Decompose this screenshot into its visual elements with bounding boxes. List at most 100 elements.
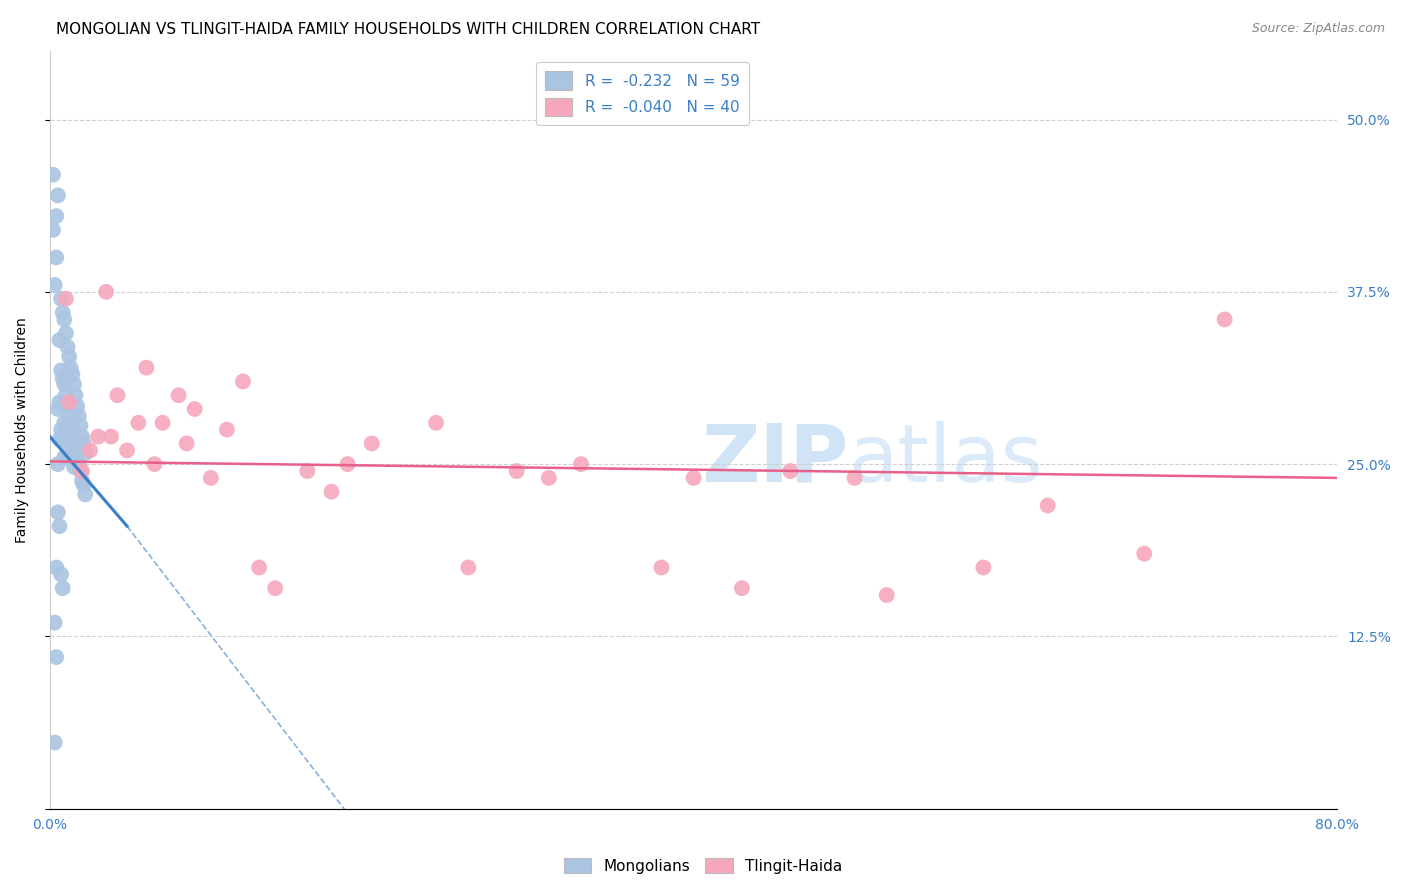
Point [70, 474, 93, 488]
Point [87, 429, 110, 443]
Legend: Mongolians, Tlingit-Haida: Mongolians, Tlingit-Haida [558, 852, 848, 880]
Text: MONGOLIAN VS TLINGIT-HAIDA FAMILY HOUSEHOLDS WITH CHILDREN CORRELATION CHART: MONGOLIAN VS TLINGIT-HAIDA FAMILY HOUSEH… [56, 22, 761, 37]
Point [107, 388, 129, 402]
Point [60, 368, 83, 382]
Point [247, 560, 270, 574]
Point [45, 560, 67, 574]
Point [70, 464, 93, 478]
Point [46, 505, 69, 519]
Point [52, 372, 75, 386]
Point [55, 292, 77, 306]
Point [69, 464, 91, 478]
Point [69, 418, 91, 433]
Point [44, 735, 66, 749]
Point [152, 416, 174, 430]
Point [59, 360, 82, 375]
Point [264, 581, 287, 595]
Point [876, 588, 898, 602]
Point [49, 292, 72, 306]
Point [49, 363, 72, 377]
Point [46, 188, 69, 202]
Point [52, 581, 75, 595]
Point [58, 350, 80, 364]
Point [55, 388, 77, 402]
Point [143, 457, 166, 471]
Legend: R =  -0.232   N = 59, R =  -0.040   N = 40: R = -0.232 N = 59, R = -0.040 N = 40 [536, 62, 748, 126]
Point [65, 388, 87, 402]
Point [135, 360, 157, 375]
Point [200, 471, 222, 485]
Point [972, 560, 994, 574]
Point [232, 375, 254, 389]
Point [58, 409, 80, 423]
Point [75, 487, 97, 501]
Point [65, 436, 87, 450]
Point [96, 285, 118, 299]
Point [72, 478, 94, 492]
Point [1213, 312, 1236, 326]
Point [58, 395, 80, 409]
Point [49, 423, 72, 437]
Point [63, 377, 86, 392]
Point [505, 464, 527, 478]
Point [167, 388, 190, 402]
Point [336, 457, 359, 471]
Point [48, 333, 70, 347]
Point [100, 429, 122, 443]
Point [425, 416, 447, 430]
Point [63, 459, 86, 474]
Point [70, 429, 93, 443]
Point [46, 402, 69, 417]
Point [45, 251, 67, 265]
Point [53, 312, 76, 326]
Point [45, 650, 67, 665]
Point [48, 395, 70, 409]
Point [42, 168, 65, 182]
Point [115, 443, 138, 458]
Point [58, 450, 80, 465]
Point [1133, 547, 1156, 561]
Point [457, 560, 479, 574]
Point [537, 471, 560, 485]
Point [53, 450, 76, 465]
Point [650, 560, 672, 574]
Y-axis label: Family Households with Children: Family Households with Children [15, 317, 30, 542]
Point [52, 429, 75, 443]
Point [56, 441, 79, 455]
Point [844, 471, 866, 485]
Point [682, 471, 704, 485]
Point [731, 581, 754, 595]
Point [48, 519, 70, 533]
Point [215, 423, 238, 437]
Text: atlas: atlas [848, 421, 1042, 499]
Text: Source: ZipAtlas.com: Source: ZipAtlas.com [1251, 22, 1385, 36]
Point [52, 305, 75, 319]
Point [67, 457, 90, 471]
Point [183, 402, 205, 417]
Point [569, 457, 592, 471]
Point [79, 443, 101, 458]
Point [297, 464, 319, 478]
Point [66, 399, 89, 413]
Point [72, 436, 94, 450]
Point [55, 326, 77, 341]
Point [55, 433, 77, 447]
Point [63, 423, 86, 437]
Point [127, 416, 149, 430]
Point [42, 223, 65, 237]
Point [53, 377, 76, 392]
Point [779, 464, 801, 478]
Point [1036, 499, 1059, 513]
Point [321, 484, 343, 499]
Point [66, 446, 89, 460]
Point [59, 418, 82, 433]
Point [44, 277, 66, 292]
Point [45, 209, 67, 223]
Point [56, 340, 79, 354]
Point [48, 433, 70, 447]
Point [67, 409, 90, 423]
Text: ZIP: ZIP [700, 421, 848, 499]
Point [60, 433, 83, 447]
Point [176, 436, 198, 450]
Point [56, 399, 79, 413]
